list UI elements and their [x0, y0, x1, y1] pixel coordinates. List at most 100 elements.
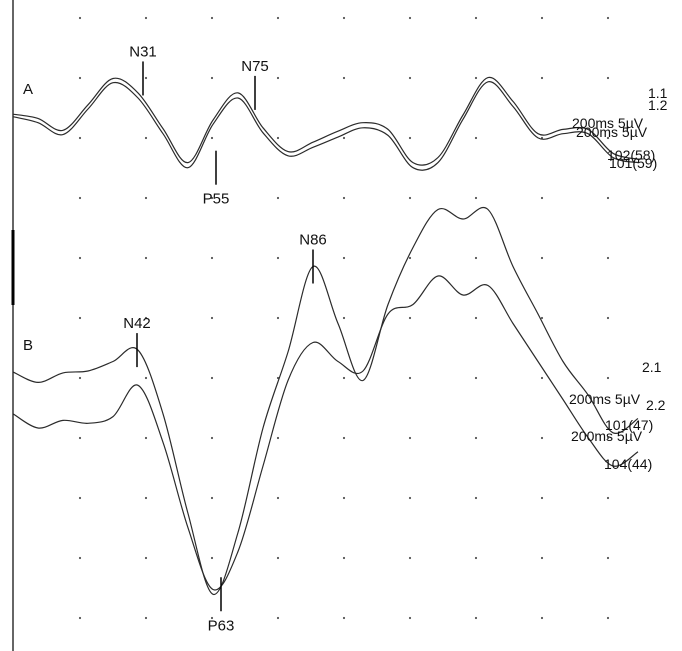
grid-dot	[408, 136, 412, 140]
grid-dot	[276, 316, 280, 320]
grid-dot	[210, 556, 214, 560]
grid-dot	[210, 196, 214, 200]
grid-dot	[78, 616, 82, 620]
trace-2-2	[12, 275, 639, 591]
grid-dot	[276, 16, 280, 20]
grid-dots	[78, 16, 610, 620]
grid-dot	[78, 16, 82, 20]
grid-dot	[606, 16, 610, 20]
peak-label-n75: N75	[241, 58, 269, 75]
grid-dot	[408, 496, 412, 500]
trace-2-1	[12, 207, 639, 595]
peak-label-p63: P63	[208, 617, 235, 634]
grid-dot	[276, 76, 280, 80]
grid-dot	[78, 316, 82, 320]
grid-dot	[210, 376, 214, 380]
grid-dot	[540, 316, 544, 320]
grid-dot	[606, 376, 610, 380]
grid-dot	[210, 316, 214, 320]
grid-dot	[540, 16, 544, 20]
grid-dot	[78, 556, 82, 560]
grid-dot	[210, 16, 214, 20]
grid-dot	[606, 436, 610, 440]
grid-dot	[144, 136, 148, 140]
grid-dot	[210, 76, 214, 80]
grid-dot	[144, 76, 148, 80]
grid-dot	[342, 496, 346, 500]
grid-dot	[342, 196, 346, 200]
grid-dot	[342, 16, 346, 20]
grid-dot	[276, 136, 280, 140]
grid-dot	[144, 316, 148, 320]
grid-dot	[474, 76, 478, 80]
grid-dot	[276, 196, 280, 200]
grid-dot	[606, 136, 610, 140]
grid-dot	[78, 76, 82, 80]
grid-dot	[474, 136, 478, 140]
grid-dot	[78, 136, 82, 140]
grid-dot	[540, 556, 544, 560]
grid-dot	[342, 616, 346, 620]
count-label-b-1: 101(47)	[605, 417, 653, 433]
scale-label-a-1: 200ms 5µV	[572, 115, 644, 131]
series-label-2-1: 2.1	[642, 359, 662, 375]
count-label-b-2: 104(44)	[604, 456, 652, 472]
panel-label-a: A	[23, 81, 33, 98]
count-label-a-1: 102(58)	[607, 147, 655, 163]
grid-dot	[342, 136, 346, 140]
grid-dot	[474, 376, 478, 380]
grid-dot	[144, 496, 148, 500]
grid-dot	[342, 76, 346, 80]
grid-dot	[606, 616, 610, 620]
trace-1-2	[12, 81, 639, 171]
grid-dot	[210, 436, 214, 440]
trace-1-1	[12, 76, 639, 166]
panel-a-traces	[12, 76, 639, 171]
grid-dot	[540, 196, 544, 200]
grid-dot	[474, 556, 478, 560]
grid-dot	[540, 256, 544, 260]
grid-dot	[342, 316, 346, 320]
grid-dot	[210, 136, 214, 140]
panel-b-traces	[12, 207, 639, 595]
peak-label-n86: N86	[299, 232, 327, 249]
grid-dot	[276, 496, 280, 500]
peak-label-n42: N42	[123, 315, 151, 332]
scale-label-b-1: 200ms 5µV	[569, 391, 641, 407]
grid-dot	[144, 436, 148, 440]
grid-dot	[606, 76, 610, 80]
grid-dot	[78, 256, 82, 260]
grid-dot	[408, 196, 412, 200]
peak-label-p55: P55	[203, 191, 230, 208]
grid-dot	[408, 16, 412, 20]
grid-dot	[606, 316, 610, 320]
grid-dot	[474, 196, 478, 200]
scale-label-b-2: 200ms 5µV	[571, 428, 643, 444]
panel-label-b: B	[23, 337, 33, 354]
grid-dot	[408, 76, 412, 80]
grid-dot	[540, 376, 544, 380]
grid-dot	[78, 376, 82, 380]
scale-label-a-2: 200ms 5µV	[576, 124, 648, 140]
grid-dot	[606, 256, 610, 260]
series-label-1-2: 1.2	[648, 97, 668, 113]
grid-dot	[474, 316, 478, 320]
grid-dot	[144, 616, 148, 620]
grid-dot	[276, 256, 280, 260]
grid-dot	[474, 496, 478, 500]
grid-dot	[78, 436, 82, 440]
grid-dot	[606, 556, 610, 560]
grid-dot	[474, 616, 478, 620]
grid-dot	[540, 496, 544, 500]
grid-dot	[144, 556, 148, 560]
count-label-a-2: 101(59)	[609, 155, 657, 171]
grid-dot	[408, 436, 412, 440]
grid-dot	[144, 376, 148, 380]
grid-dot	[474, 436, 478, 440]
grid-dot	[210, 496, 214, 500]
grid-dot	[408, 376, 412, 380]
grid-dot	[78, 196, 82, 200]
grid-dot	[276, 556, 280, 560]
grid-dot	[606, 196, 610, 200]
